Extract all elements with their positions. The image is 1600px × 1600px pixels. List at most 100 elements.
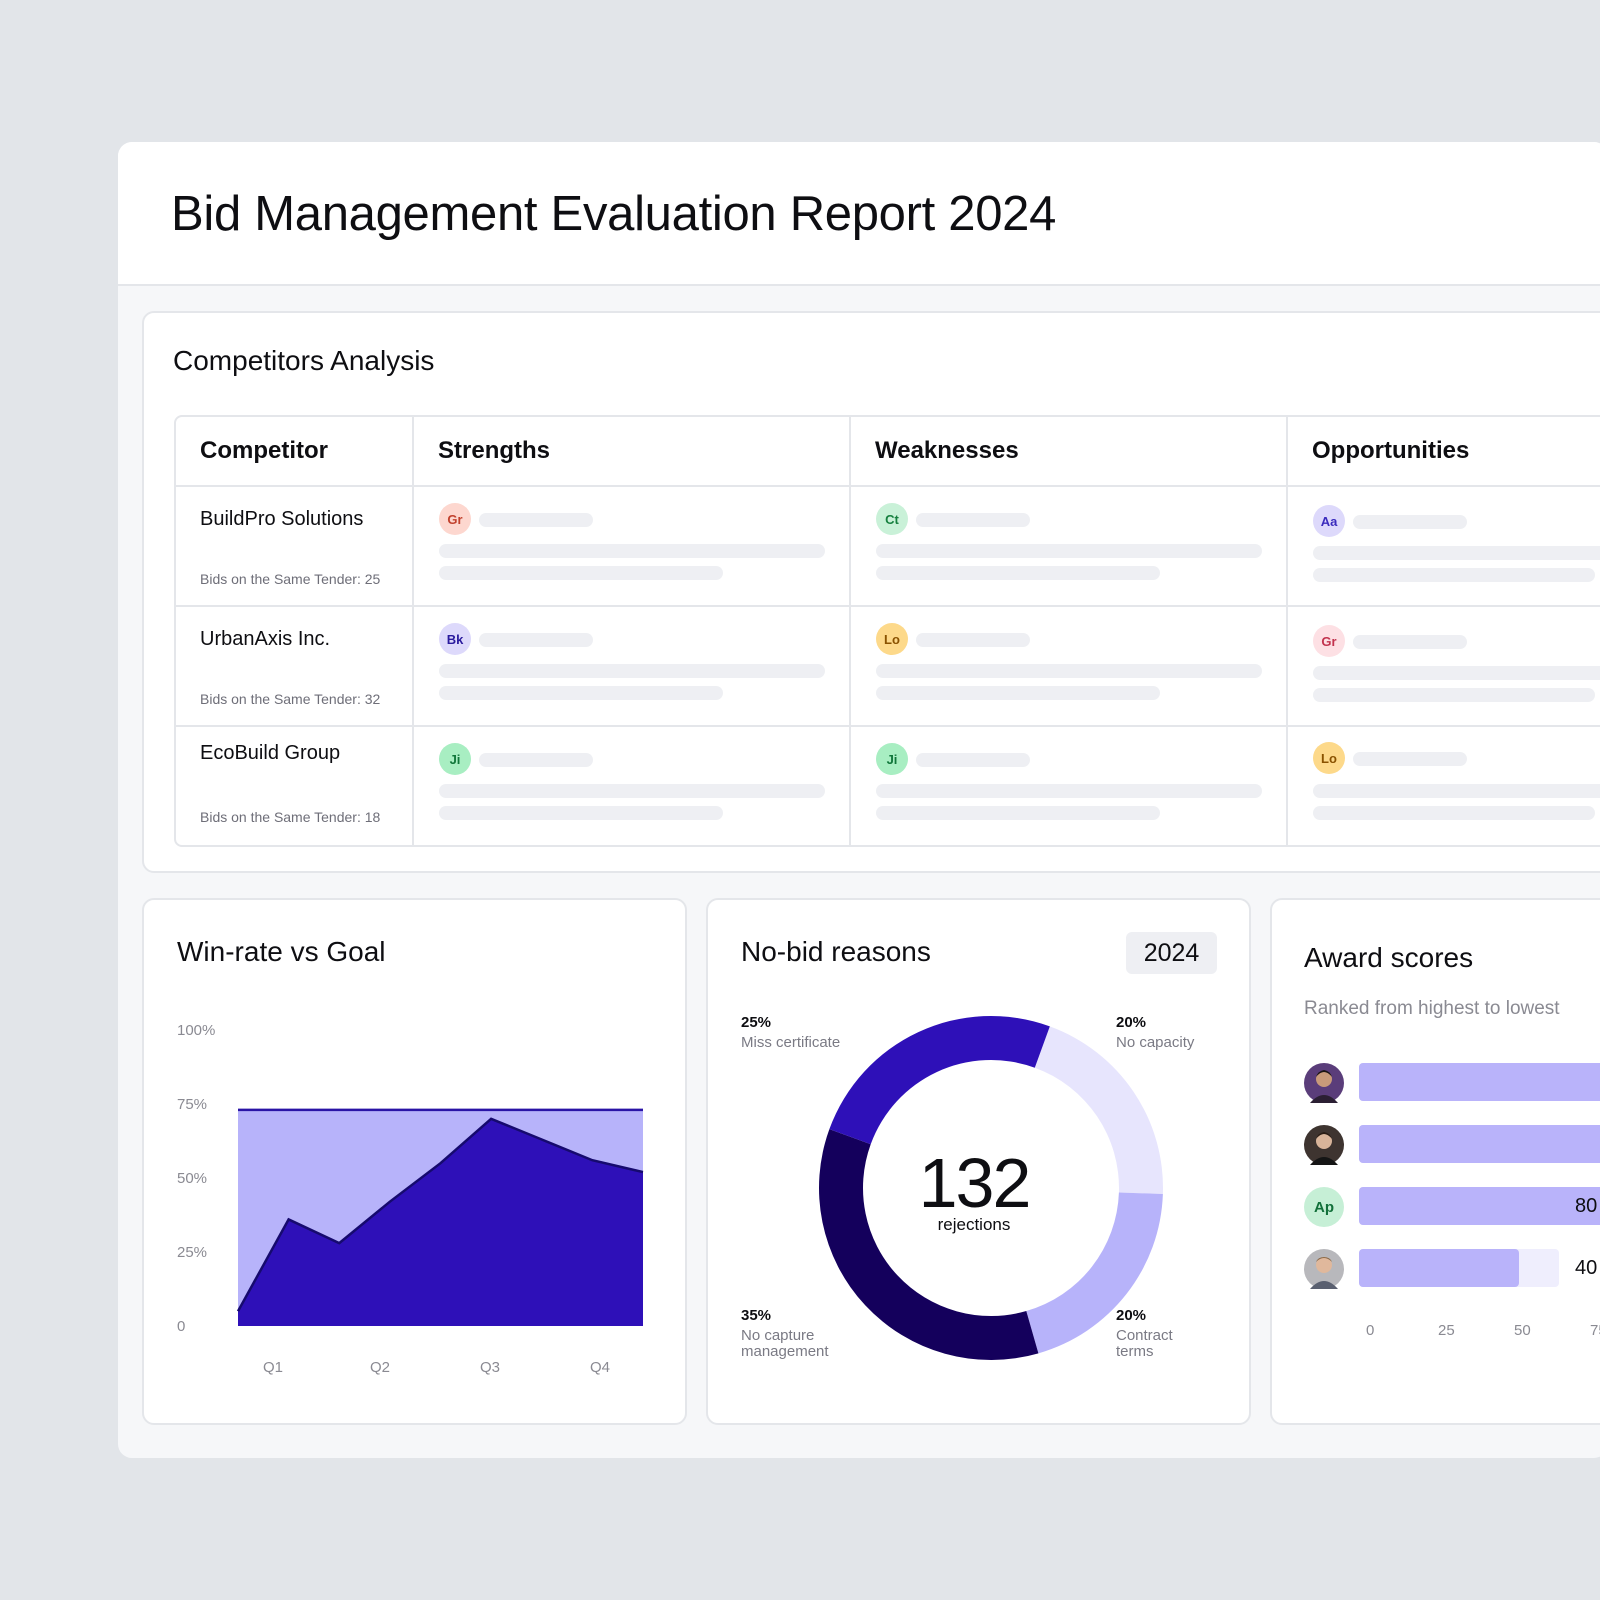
skeleton-line	[1353, 635, 1467, 649]
no-capacity-pct: 20%	[1116, 1014, 1147, 1031]
skeleton-line	[479, 513, 593, 527]
award-bar-value: 40	[1575, 1257, 1598, 1279]
table-row[interactable]: EcoBuild Group Bids on the Same Tender: …	[176, 727, 1600, 845]
avatar-photo-icon	[1304, 1249, 1344, 1289]
no-bid-title: No-bid reasons	[741, 936, 931, 967]
win-rate-chart: 100% 75% 50% 25% 0 Q1 Q2 Q3 Q4	[177, 1022, 644, 1376]
award-bar	[1359, 1125, 1600, 1163]
skeleton-line	[916, 753, 1030, 767]
award-bar-track[interactable]	[1359, 1125, 1600, 1163]
avatar-photo-icon	[1304, 1125, 1344, 1165]
skeleton-line	[439, 544, 825, 558]
table-header-row: Competitor Strengths Weaknesses Opportun…	[176, 417, 1600, 487]
skeleton-line	[1313, 568, 1595, 582]
competitors-table: Competitor Strengths Weaknesses Opportun…	[174, 415, 1600, 847]
y-tick-label: 50%	[177, 1170, 207, 1187]
skeleton-line	[439, 686, 723, 700]
author-chip: Ct	[876, 503, 908, 535]
actual-win-rate-area	[238, 1118, 643, 1326]
x-tick-label: 75	[1590, 1322, 1600, 1339]
no-bid-card: No-bid reasons 2024 132 rejections 25% M…	[706, 898, 1251, 1425]
x-tick-label: 0	[1366, 1322, 1375, 1339]
award-subtitle: Ranked from highest to lowest	[1304, 998, 1560, 1019]
donut-slice-no-capacity[interactable]	[1034, 1026, 1163, 1195]
y-tick-label: 0	[177, 1318, 185, 1335]
x-tick-label: Q3	[480, 1359, 500, 1376]
contract-terms-pct: 20%	[1116, 1307, 1147, 1324]
award-bar	[1359, 1187, 1600, 1225]
skeleton-line	[916, 513, 1030, 527]
competitor-bids: Bids on the Same Tender: 32	[200, 691, 381, 707]
competitor-bids: Bids on the Same Tender: 25	[200, 571, 381, 587]
y-tick-label: 100%	[177, 1022, 215, 1039]
award-bar	[1359, 1249, 1519, 1287]
award-bar-track[interactable]	[1359, 1249, 1559, 1287]
skeleton-line	[876, 664, 1262, 678]
skeleton-line	[439, 784, 825, 798]
skeleton-line	[479, 753, 593, 767]
no-capacity-label: No capacity	[1116, 1034, 1195, 1051]
column-header-competitor: Competitor	[200, 437, 328, 464]
page-title: Bid Management Evaluation Report 2024	[171, 187, 1057, 241]
table-row[interactable]: UrbanAxis Inc. Bids on the Same Tender: …	[176, 607, 1600, 727]
avatar-photo-icon	[1304, 1063, 1344, 1103]
donut-slice-no-capture-management[interactable]	[819, 1129, 1039, 1360]
column-header-strengths: Strengths	[438, 437, 551, 464]
skeleton-line	[439, 806, 723, 820]
no-capture-pct: 35%	[741, 1307, 772, 1324]
competitors-card: Competitors Analysis Competitor Strength…	[142, 311, 1600, 873]
x-tick-label: 25	[1438, 1322, 1455, 1339]
column-header-weaknesses: Weaknesses	[875, 437, 1019, 464]
author-chip: Ji	[439, 743, 471, 775]
miss-certificate-pct: 25%	[741, 1014, 772, 1031]
win-rate-title: Win-rate vs Goal	[177, 936, 386, 967]
skeleton-line	[1313, 546, 1600, 560]
x-tick-label: Q2	[370, 1359, 390, 1376]
no-capture-label-1: No capture	[741, 1327, 815, 1344]
skeleton-line	[1353, 752, 1467, 766]
skeleton-line	[439, 566, 723, 580]
donut-slice-miss-certificate[interactable]	[829, 1016, 1050, 1145]
donut-total: 132	[918, 1144, 1032, 1222]
competitor-name: BuildPro Solutions	[200, 508, 364, 530]
actual-win-rate-line	[236, 1117, 644, 1312]
table-row[interactable]: BuildPro Solutions Bids on the Same Tend…	[176, 487, 1600, 607]
avatar-initials: Ap	[1304, 1187, 1344, 1227]
competitors-title: Competitors Analysis	[173, 345, 435, 376]
award-title: Award scores	[1304, 942, 1474, 973]
donut-slice-contract-terms[interactable]	[1026, 1192, 1163, 1354]
skeleton-line	[1313, 688, 1595, 702]
author-chip: Lo	[1313, 742, 1345, 774]
miss-certificate-label: Miss certificate	[741, 1034, 841, 1051]
author-chip: Ji	[876, 743, 908, 775]
award-bar-track[interactable]	[1359, 1063, 1600, 1101]
skeleton-line	[479, 633, 593, 647]
x-tick-label: Q4	[590, 1359, 610, 1376]
skeleton-line	[1353, 515, 1467, 529]
year-selector[interactable]: 2024	[1126, 932, 1217, 974]
win-rate-card: Win-rate vs Goal 100% 75% 50% 25% 0 Q1 Q2 Q3 Q4	[142, 898, 687, 1425]
contract-terms-label-1: Contract	[1116, 1327, 1173, 1344]
author-chip: Gr	[1313, 625, 1345, 657]
skeleton-line	[876, 784, 1262, 798]
x-tick-label: 50	[1514, 1322, 1531, 1339]
y-tick-label: 75%	[177, 1096, 207, 1113]
award-bar-track[interactable]	[1359, 1187, 1600, 1225]
competitor-name: EcoBuild Group	[200, 742, 341, 764]
no-capture-label-2: management	[741, 1343, 829, 1360]
report-container: Bid Management Evaluation Report 2024 Co…	[118, 142, 1600, 1458]
report-header: Bid Management Evaluation Report 2024	[118, 142, 1600, 286]
x-tick-label: Q1	[263, 1359, 283, 1376]
author-chip: Lo	[876, 623, 908, 655]
skeleton-line	[876, 806, 1160, 820]
award-scores-card: Award scores Ranked from highest to lowe…	[1270, 898, 1600, 1425]
skeleton-line	[1313, 784, 1600, 798]
skeleton-line	[876, 544, 1262, 558]
skeleton-line	[1313, 666, 1600, 680]
column-header-opportunities: Opportunities	[1312, 437, 1470, 464]
skeleton-line	[916, 633, 1030, 647]
contract-terms-label-2: terms	[1116, 1343, 1154, 1360]
donut-total-label: rejections	[937, 1215, 1011, 1234]
y-tick-label: 25%	[177, 1244, 207, 1261]
skeleton-line	[439, 664, 825, 678]
